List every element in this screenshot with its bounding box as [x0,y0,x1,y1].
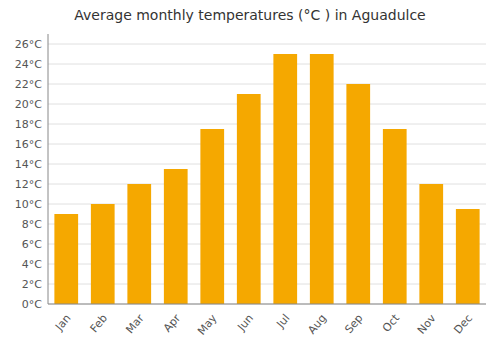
x-tick-label: Aug [305,312,329,337]
bar [456,209,480,304]
bar [91,204,115,304]
bar [346,84,370,304]
title: Average monthly temperatures (°C ) in Ag… [74,7,425,23]
y-tick-label: 6°C [22,238,42,251]
bar [237,94,261,304]
bar [419,184,443,304]
y-tick-label: 20°C [15,98,42,111]
y-tick-label: 18°C [15,118,42,131]
bars [54,54,479,304]
x-tick-label: Oct [380,311,403,334]
y-tick-label: 2°C [22,278,42,291]
chart-svg: Average monthly temperatures (°C ) in Ag… [0,0,500,350]
chart-container: Average monthly temperatures (°C ) in Ag… [0,0,500,350]
bar [383,129,407,304]
y-tick-label: 8°C [22,218,42,231]
bar [54,214,78,304]
x-tick-label: Dec [451,312,475,337]
y-tick-label: 22°C [15,78,42,91]
x-axis-line [48,304,486,305]
bar [164,169,188,304]
bar [200,129,224,304]
bar [273,54,297,304]
y-tick-label: 14°C [15,158,42,171]
y-tick-label: 0°C [22,298,42,311]
y-tick-label: 24°C [15,58,42,71]
x-tick-label: Apr [161,311,183,334]
x-tick-label: Feb [88,312,110,335]
x-tick-label: Jul [273,312,292,331]
y-tick-label: 4°C [22,258,42,271]
x-tick-label: Jun [234,312,256,334]
y-tick-label: 10°C [15,198,42,211]
y-axis-line [48,34,49,304]
grid-line [48,304,486,305]
x-tick-label: Jan [52,312,74,334]
grid-line [48,64,486,65]
grid-line [48,124,486,125]
grid-line [48,144,486,145]
x-tick-label: Nov [415,311,439,336]
y-tick-label: 26°C [15,38,42,51]
grid-line [48,164,486,165]
grid-line [48,104,486,105]
y-tick-label: 12°C [15,178,42,191]
bar [127,184,151,304]
x-tick-label: Sep [342,312,365,336]
bar [310,54,334,304]
x-tick-label: May [195,311,220,337]
grid-line [48,84,486,85]
grid-line [48,44,486,45]
grid [48,44,486,304]
y-tick-label: 16°C [15,138,42,151]
x-tick-label: Mar [123,311,147,336]
